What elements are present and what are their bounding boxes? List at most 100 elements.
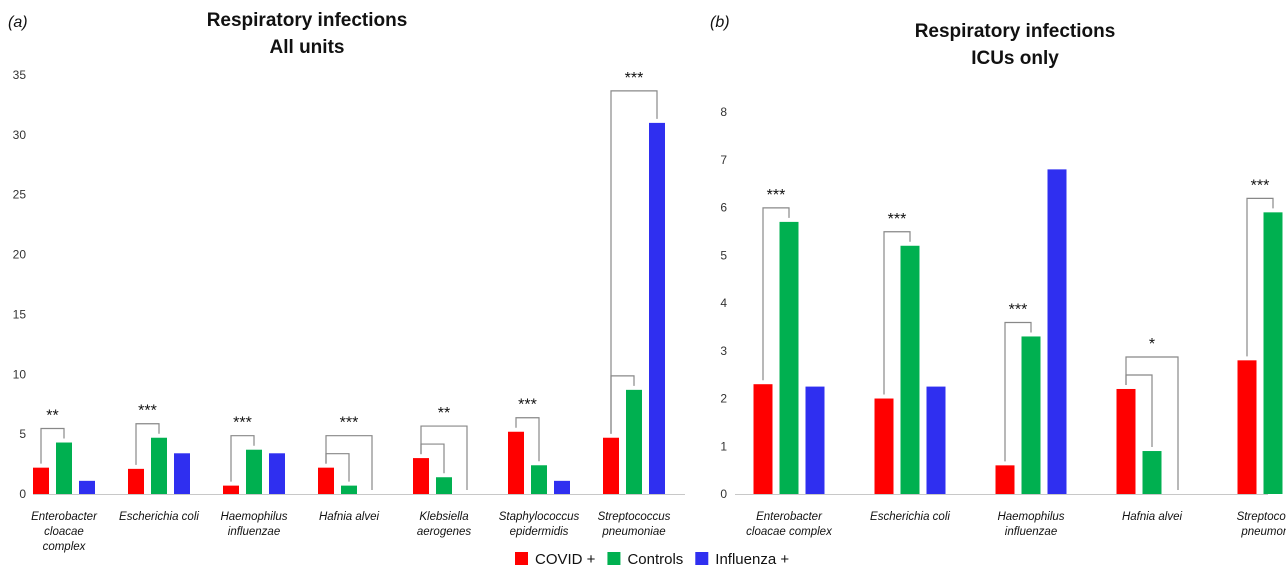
- x-tick-label: aerogenes: [417, 526, 472, 538]
- y-tick-label: 15: [13, 307, 27, 321]
- significance-label: ***: [625, 70, 644, 87]
- panel-b: (b) Respiratory infections ICUs only 0 1 2 3 4 5…: [710, 14, 1286, 538]
- y-tick-label: 20: [13, 248, 27, 262]
- legend-label: Controls: [627, 551, 683, 568]
- y-tick-label: 5: [720, 248, 727, 262]
- x-tick-label: Streptococcus: [1237, 511, 1286, 523]
- bar: [1047, 169, 1067, 494]
- significance-bracket: [135, 423, 160, 465]
- panel-letter: (a): [8, 14, 28, 31]
- bar: [1237, 360, 1257, 494]
- y-tick-label: 2: [720, 392, 727, 406]
- legend: COVID + Controls Influenza +: [515, 551, 789, 568]
- significance-bracket: [40, 427, 65, 464]
- x-tick-label: complex: [43, 541, 87, 553]
- legend-label: COVID +: [535, 551, 596, 568]
- significance-label: **: [438, 405, 450, 422]
- significance-label: **: [46, 408, 58, 425]
- significance-label: ***: [233, 415, 252, 432]
- bar: [995, 465, 1015, 494]
- x-tick-label: Klebsiella: [419, 511, 468, 523]
- x-tick-label: pneumoniae: [601, 526, 665, 538]
- x-tick-label: cloacae: [44, 526, 84, 538]
- significance-bracket: [1246, 197, 1274, 357]
- x-tick-label: Staphylococcus: [499, 511, 580, 523]
- significance-bracket: [515, 417, 540, 462]
- bar: [246, 449, 262, 494]
- x-tick-label: Haemophilus: [220, 511, 287, 523]
- y-tick-label: 10: [13, 367, 27, 381]
- y-tick-label: 1: [720, 439, 727, 453]
- bar: [269, 453, 285, 494]
- bar: [341, 485, 357, 494]
- x-tick-label: pneumoniae: [1240, 526, 1286, 538]
- chart-title-line: Respiratory infections: [207, 10, 408, 31]
- bar: [805, 386, 825, 494]
- y-tick-label: 5: [19, 427, 26, 441]
- significance-bracket: [1004, 321, 1032, 462]
- y-tick-label: 7: [720, 153, 727, 167]
- bar: [436, 477, 452, 494]
- y-tick-label: 3: [720, 344, 727, 358]
- bar: [649, 122, 665, 494]
- bar: [128, 468, 144, 494]
- bar: [753, 384, 773, 494]
- bar: [79, 480, 95, 494]
- significance-label: ***: [767, 187, 786, 204]
- bar: [413, 458, 429, 494]
- bar: [874, 398, 894, 494]
- y-tick-label: 6: [720, 201, 727, 215]
- x-tick-label: Escherichia coli: [119, 511, 199, 523]
- y-tick-label: 8: [720, 105, 727, 119]
- bar: [626, 389, 642, 494]
- significance-label: ***: [518, 397, 537, 414]
- x-tick-label: Enterobacter: [31, 511, 98, 523]
- significance-bracket: [610, 90, 658, 434]
- significance-bracket: [762, 207, 790, 381]
- x-tick-label: cloacae complex: [746, 526, 833, 538]
- bar: [151, 437, 167, 494]
- x-tick-label: Hafnia alvei: [319, 511, 380, 523]
- x-tick-label: epidermidis: [510, 526, 569, 538]
- bar: [900, 245, 920, 494]
- x-tick-label: Enterobacter: [756, 511, 823, 523]
- significance-label: ***: [340, 415, 359, 432]
- bar: [779, 221, 799, 494]
- bar: [554, 480, 570, 494]
- chart-title-line: ICUs only: [971, 48, 1059, 69]
- x-tick-label: Escherichia coli: [870, 511, 950, 523]
- legend-swatch: [515, 552, 528, 565]
- significance-bracket: [1125, 356, 1179, 490]
- significance-label: *: [1149, 336, 1155, 353]
- bar: [1116, 388, 1136, 494]
- y-tick-label: 30: [13, 128, 27, 142]
- y-tick-label: 0: [720, 487, 727, 501]
- y-tick-label: 25: [13, 188, 27, 202]
- bar: [56, 442, 72, 494]
- panel-letter: (b): [710, 14, 730, 31]
- significance-bracket: [420, 425, 468, 490]
- significance-label: ***: [1251, 177, 1270, 194]
- bar: [508, 431, 524, 494]
- bar: [1263, 212, 1283, 494]
- bar: [174, 453, 190, 494]
- y-tick-label: 35: [13, 68, 27, 82]
- significance-bracket: [230, 435, 255, 482]
- chart-title-line: All units: [270, 37, 345, 58]
- x-tick-label: influenzae: [1005, 526, 1057, 538]
- bar: [223, 485, 239, 494]
- x-tick-label: Hafnia alvei: [1122, 511, 1183, 523]
- significance-label: ***: [138, 403, 157, 420]
- bar: [1142, 451, 1162, 494]
- x-tick-label: Streptococcus: [598, 511, 671, 523]
- y-tick-label: 0: [19, 487, 26, 501]
- legend-label: Influenza +: [715, 551, 789, 568]
- legend-swatch: [695, 552, 709, 565]
- bar: [1021, 336, 1041, 494]
- bar: [926, 386, 946, 494]
- x-tick-label: influenzae: [228, 526, 280, 538]
- significance-bracket: [883, 231, 911, 395]
- bar: [603, 437, 619, 494]
